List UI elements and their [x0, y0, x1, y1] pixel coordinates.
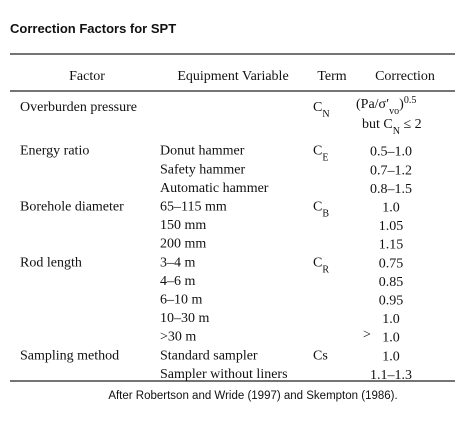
correction: 1.1–1.3: [370, 368, 412, 383]
term: Cs: [313, 348, 328, 363]
caption: After Robertson and Wride (1997) and Ske…: [108, 390, 397, 402]
text-run: ): [399, 97, 404, 112]
equipment-variable: 6–10 m: [160, 293, 203, 308]
text-run: Cs: [313, 348, 328, 363]
equipment-variable: 65–115 mm: [160, 200, 227, 215]
subscript: N: [393, 126, 400, 137]
equipment-variable: Donut hammer: [160, 144, 245, 159]
correction: 1.0: [382, 331, 400, 346]
equipment-variable: 10–30 m: [160, 311, 210, 326]
correction: 1.05: [379, 219, 404, 234]
marker: >: [363, 328, 371, 343]
correction: 1.0: [382, 312, 400, 327]
supscript: 0.5: [404, 95, 417, 106]
correction: 1.15: [379, 238, 404, 253]
text-run: ≤ 2: [400, 117, 422, 132]
equipment-variable: 150 mm: [160, 218, 206, 233]
factor: Rod length: [20, 255, 82, 270]
subscript: N: [322, 109, 329, 120]
factor: Sampling method: [20, 348, 119, 363]
text-run: C: [313, 100, 322, 115]
equipment-variable: 4–6 m: [160, 274, 196, 289]
correction: 1.0: [382, 201, 400, 216]
column-header: Term: [317, 69, 346, 84]
term: CE: [313, 144, 328, 164]
correction: 0.95: [379, 294, 404, 309]
subscript: B: [322, 208, 329, 219]
equipment-variable: 200 mm: [160, 237, 206, 252]
column-header: Correction: [375, 69, 435, 84]
factor: Energy ratio: [20, 144, 89, 159]
correction: 0.85: [379, 275, 404, 290]
equipment-variable: Safety hammer: [160, 162, 245, 177]
subscript: E: [322, 152, 328, 163]
text-run: but C: [362, 117, 393, 132]
term: CR: [313, 255, 329, 275]
text-run: C: [313, 200, 322, 215]
term: CB: [313, 200, 329, 220]
equipment-variable: Sampler without liners: [160, 367, 288, 382]
correction: 0.7–1.2: [370, 163, 412, 178]
term: CN: [313, 100, 330, 120]
correction: 0.75: [379, 256, 404, 271]
correction: 1.0: [382, 349, 400, 364]
column-header: Factor: [69, 69, 105, 84]
correction: 0.8–1.5: [370, 182, 412, 197]
equipment-variable: Standard sampler: [160, 348, 258, 363]
correction: but CN ≤ 2: [362, 117, 422, 137]
factor: Borehole diameter: [20, 200, 124, 215]
title: Correction Factors for SPT: [10, 21, 176, 36]
subscript: vo: [389, 106, 399, 117]
correction: 0.5–1.0: [370, 145, 412, 160]
text-run: C: [313, 255, 322, 270]
text-run: C: [313, 144, 322, 159]
correction: (Pa/σ′vo)0.5: [356, 95, 416, 117]
equipment-variable: >30 m: [160, 330, 196, 345]
equipment-variable: Automatic hammer: [160, 181, 269, 196]
text-run: (Pa/σ′: [356, 97, 389, 112]
subscript: R: [322, 264, 329, 275]
factor: Overburden pressure: [20, 100, 137, 115]
equipment-variable: 3–4 m: [160, 255, 196, 270]
column-header: Equipment Variable: [177, 69, 288, 84]
